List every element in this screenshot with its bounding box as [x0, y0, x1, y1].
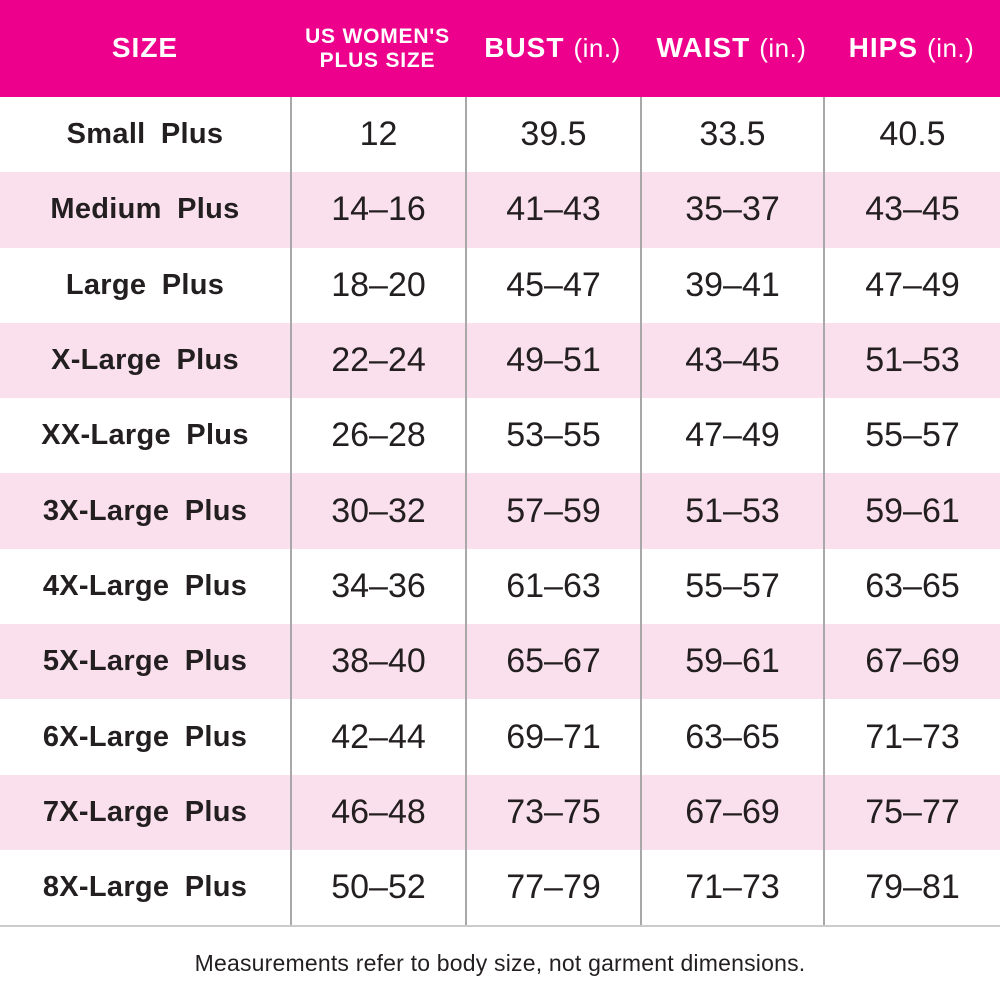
header-waist-label: WAIST — [656, 32, 751, 64]
size-cell: X-Large Plus — [51, 344, 239, 377]
waist-cell: 33.5 — [640, 97, 823, 173]
table-row: XX-Large Plus 26–28 53–55 47–49 55–57 — [0, 398, 1000, 474]
us-size-cell: 46–48 — [290, 774, 465, 850]
waist-cell: 51–53 — [640, 473, 823, 549]
table-row: Small Plus 12 39.5 33.5 40.5 — [0, 97, 1000, 173]
measurement-note: Measurements refer to body size, not gar… — [0, 927, 1000, 1000]
table-row: X-Large Plus 22–24 49–51 43–45 51–53 — [0, 322, 1000, 399]
waist-cell: 71–73 — [640, 849, 823, 926]
size-cell: 8X-Large Plus — [42, 871, 248, 904]
hips-cell: 47–49 — [823, 247, 1000, 323]
waist-cell: 63–65 — [640, 699, 823, 775]
size-cell: 6X-Large Plus — [42, 720, 248, 753]
hips-cell: 75–77 — [823, 774, 1000, 850]
header-bust-label: BUST — [484, 32, 565, 64]
us-size-cell: 14–16 — [290, 172, 465, 248]
us-size-cell: 50–52 — [290, 849, 465, 926]
bust-cell: 61–63 — [465, 548, 640, 625]
header-cell-us-plus-size: US WOMEN'S PLUS SIZE — [290, 0, 465, 97]
size-cell: XX-Large Plus — [41, 419, 249, 452]
size-cell: Small Plus — [66, 118, 224, 151]
hips-cell: 63–65 — [823, 548, 1000, 625]
header-plus-line1: US WOMEN'S — [305, 25, 450, 49]
bust-cell: 69–71 — [465, 699, 640, 775]
header-cell-hips: HIPS (in.) — [823, 0, 1000, 97]
size-cell: 5X-Large Plus — [42, 645, 248, 678]
waist-cell: 55–57 — [640, 548, 823, 625]
waist-cell: 43–45 — [640, 322, 823, 399]
hips-cell: 59–61 — [823, 473, 1000, 549]
hips-cell: 79–81 — [823, 849, 1000, 926]
size-cell: 4X-Large Plus — [42, 569, 248, 602]
us-size-cell: 22–24 — [290, 322, 465, 399]
bust-cell: 77–79 — [465, 849, 640, 926]
table-header: SIZE US WOMEN'S PLUS SIZE BUST (in.) WAI… — [0, 0, 1000, 97]
table-row: 4X-Large Plus 34–36 61–63 55–57 63–65 — [0, 548, 1000, 625]
us-size-cell: 12 — [290, 97, 465, 173]
us-size-cell: 34–36 — [290, 548, 465, 625]
header-cell-bust: BUST (in.) — [465, 0, 640, 97]
hips-cell: 40.5 — [823, 97, 1000, 173]
hips-cell: 43–45 — [823, 172, 1000, 248]
size-cell: 7X-Large Plus — [42, 795, 248, 828]
header-hips-unit: (in.) — [927, 33, 975, 64]
bust-cell: 45–47 — [465, 247, 640, 323]
us-size-cell: 18–20 — [290, 247, 465, 323]
bust-cell: 73–75 — [465, 774, 640, 850]
bust-cell: 57–59 — [465, 473, 640, 549]
header-plus-line2: PLUS SIZE — [319, 48, 436, 72]
bust-cell: 41–43 — [465, 172, 640, 248]
waist-cell: 35–37 — [640, 172, 823, 248]
header-size-label: SIZE — [111, 32, 179, 64]
table-row: 3X-Large Plus 30–32 57–59 51–53 59–61 — [0, 473, 1000, 549]
size-cell: Large Plus — [65, 268, 225, 301]
bust-cell: 53–55 — [465, 398, 640, 474]
table-row: Large Plus 18–20 45–47 39–41 47–49 — [0, 247, 1000, 323]
header-cell-waist: WAIST (in.) — [640, 0, 823, 97]
size-cell: Medium Plus — [50, 193, 240, 226]
table-row: 6X-Large Plus 42–44 69–71 63–65 71–73 — [0, 699, 1000, 775]
table-row: Medium Plus 14–16 41–43 35–37 43–45 — [0, 172, 1000, 248]
waist-cell: 59–61 — [640, 624, 823, 700]
us-size-cell: 26–28 — [290, 398, 465, 474]
size-cell: 3X-Large Plus — [42, 494, 248, 527]
bust-cell: 39.5 — [465, 97, 640, 173]
table-row: 8X-Large Plus 50–52 77–79 71–73 79–81 — [0, 849, 1000, 926]
header-cell-size: SIZE — [0, 0, 290, 97]
hips-cell: 71–73 — [823, 699, 1000, 775]
bust-cell: 49–51 — [465, 322, 640, 399]
measurement-note-text: Measurements refer to body size, not gar… — [194, 950, 806, 977]
waist-cell: 39–41 — [640, 247, 823, 323]
header-bust-unit: (in.) — [573, 33, 621, 64]
hips-cell: 51–53 — [823, 322, 1000, 399]
table-body: Small Plus 12 39.5 33.5 40.5 Medium Plus… — [0, 97, 1000, 928]
us-size-cell: 42–44 — [290, 699, 465, 775]
waist-cell: 47–49 — [640, 398, 823, 474]
us-size-cell: 38–40 — [290, 624, 465, 700]
table-row: 7X-Large Plus 46–48 73–75 67–69 75–77 — [0, 774, 1000, 850]
us-size-cell: 30–32 — [290, 473, 465, 549]
table-row: 5X-Large Plus 38–40 65–67 59–61 67–69 — [0, 624, 1000, 700]
bust-cell: 65–67 — [465, 624, 640, 700]
header-waist-unit: (in.) — [759, 33, 807, 64]
waist-cell: 67–69 — [640, 774, 823, 850]
header-hips-label: HIPS — [848, 32, 919, 64]
hips-cell: 67–69 — [823, 624, 1000, 700]
hips-cell: 55–57 — [823, 398, 1000, 474]
